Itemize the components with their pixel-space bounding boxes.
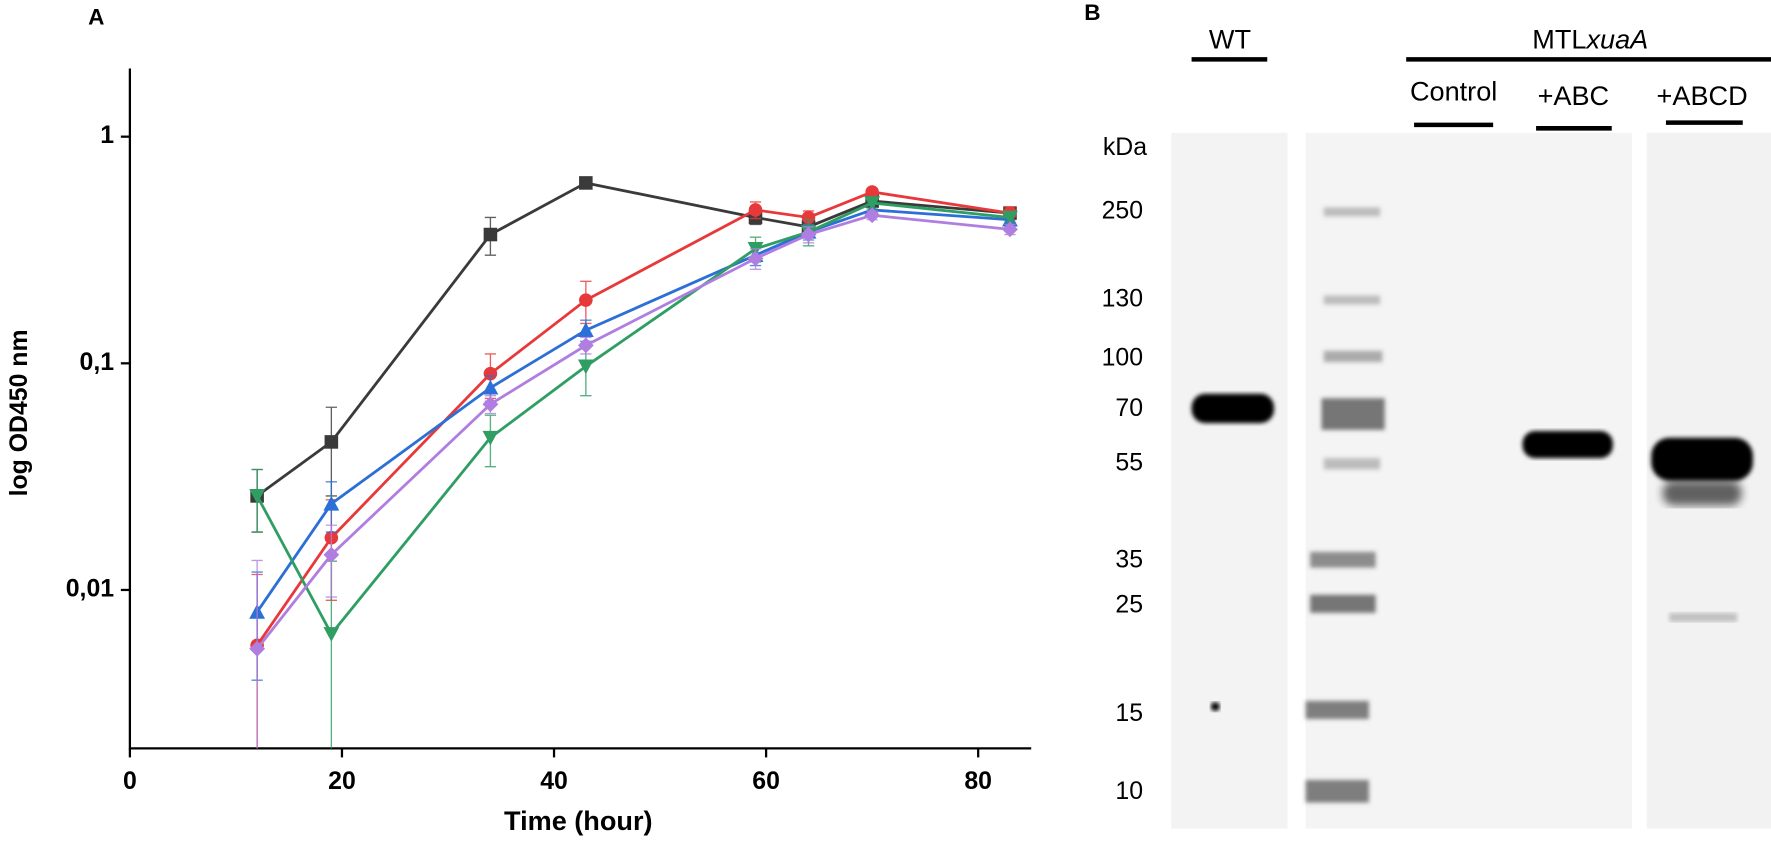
mw-label: 130 (1102, 286, 1143, 313)
data-point (579, 176, 593, 190)
group-header-italic: xuaA (1584, 23, 1648, 54)
data-point (865, 185, 879, 199)
data-point (801, 210, 816, 225)
unit-label: kDa (1103, 134, 1147, 161)
data-point (324, 435, 339, 449)
data-point (1002, 210, 1018, 226)
series-line (256, 181, 1011, 498)
mw-label: 55 (1115, 449, 1143, 476)
series-line (255, 208, 1011, 613)
data-point (577, 359, 594, 375)
x-tick-label: 0 (123, 768, 137, 795)
panel-label: A (88, 5, 104, 30)
data-point (249, 489, 266, 504)
mw-label: 15 (1115, 700, 1143, 727)
bands (1191, 393, 1753, 712)
mw-label: 35 (1115, 546, 1143, 573)
plot-area: 0 20 40 60 80 0,01 0,1 1 (66, 68, 1032, 795)
data-point (323, 546, 340, 563)
group-header-text: MTL (1532, 23, 1586, 54)
data-point (482, 396, 499, 413)
mw-label: 10 (1115, 778, 1143, 805)
data-point (577, 322, 594, 337)
x-tick-label: 60 (752, 768, 780, 795)
y-axis-label: log OD450 nm (6, 329, 33, 496)
data-point (483, 227, 498, 242)
lane-header: Control (1410, 75, 1497, 106)
lane-header: WT (1209, 23, 1251, 54)
data-point (864, 207, 881, 224)
data-point (748, 203, 763, 217)
mw-label: 250 (1102, 197, 1143, 224)
data-point (482, 379, 499, 395)
data-point (800, 226, 817, 243)
data-point (577, 337, 594, 354)
error-bar (251, 559, 263, 749)
y-tick-label: 0,01 (66, 576, 115, 603)
ladder (1305, 207, 1385, 803)
series-line (255, 190, 1011, 647)
data-point (579, 293, 593, 307)
blot-panel (1305, 132, 1633, 829)
lane-header: +ABCD (1657, 80, 1748, 111)
data-point (864, 196, 881, 211)
data-point (747, 250, 764, 267)
mw-label: 70 (1115, 395, 1143, 422)
group-header: MTLxuaA (1532, 23, 1648, 54)
data-point (482, 430, 499, 446)
marker-labels: 250 130 100 70 55 35 25 15 10 (1102, 197, 1143, 805)
data-point (1002, 221, 1018, 238)
panel-label: B (1084, 0, 1100, 25)
data-point (323, 627, 340, 642)
series-line (256, 213, 1011, 650)
x-tick-label: 20 (328, 768, 356, 795)
x-tick-label: 80 (964, 768, 992, 795)
data-point (323, 495, 340, 511)
y-tick-label: 0,1 (80, 349, 115, 376)
y-tick-label: 1 (100, 122, 114, 149)
x-axis-label: Time (hour) (504, 805, 653, 836)
mw-label: 25 (1115, 592, 1143, 619)
lane-header: +ABC (1538, 80, 1610, 111)
x-tick-label: 40 (540, 768, 568, 795)
mw-label: 100 (1102, 344, 1143, 371)
data-point (249, 640, 266, 657)
blot-panel (1171, 132, 1288, 829)
axis-line (128, 68, 1032, 750)
series-line (255, 201, 1011, 637)
data-point (483, 366, 498, 381)
series-layer (249, 176, 1018, 749)
